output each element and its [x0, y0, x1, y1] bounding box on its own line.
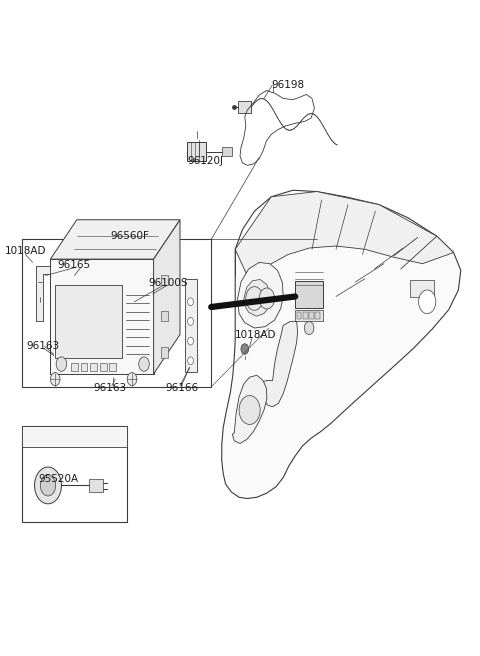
- Bar: [410, 280, 434, 297]
- Bar: [71, 363, 78, 371]
- Bar: [303, 312, 308, 319]
- Text: 96163: 96163: [94, 383, 127, 394]
- Polygon shape: [185, 279, 197, 372]
- Circle shape: [188, 357, 193, 365]
- Circle shape: [304, 321, 314, 335]
- Bar: [297, 312, 301, 319]
- Circle shape: [188, 337, 193, 345]
- Bar: [22, 426, 127, 447]
- Text: 96560F: 96560F: [110, 231, 149, 241]
- Circle shape: [259, 288, 275, 309]
- Bar: [89, 479, 103, 492]
- Circle shape: [239, 396, 260, 424]
- Bar: [22, 426, 127, 522]
- Polygon shape: [235, 192, 454, 281]
- Bar: [315, 312, 320, 319]
- Circle shape: [241, 344, 249, 354]
- Polygon shape: [154, 220, 180, 374]
- Circle shape: [127, 373, 137, 386]
- Text: 96165: 96165: [58, 260, 91, 270]
- Bar: [55, 285, 122, 358]
- Circle shape: [40, 475, 56, 496]
- Text: 96198: 96198: [271, 80, 304, 91]
- Polygon shape: [36, 266, 50, 321]
- Bar: [100, 363, 107, 371]
- Text: 1018AD: 1018AD: [235, 329, 276, 340]
- Bar: [238, 101, 251, 113]
- Bar: [109, 363, 116, 371]
- Bar: [222, 147, 232, 156]
- Circle shape: [188, 298, 193, 306]
- Bar: [90, 363, 97, 371]
- Text: 96120J: 96120J: [187, 155, 223, 166]
- Circle shape: [188, 318, 193, 325]
- Text: 96166: 96166: [166, 383, 199, 394]
- Bar: [22, 239, 211, 387]
- Circle shape: [419, 290, 436, 314]
- Polygon shape: [244, 279, 271, 316]
- Circle shape: [56, 357, 67, 371]
- Text: 96163: 96163: [26, 341, 60, 352]
- Bar: [161, 311, 168, 321]
- Bar: [187, 142, 206, 161]
- Bar: [81, 363, 87, 371]
- Polygon shape: [50, 220, 180, 259]
- Polygon shape: [238, 262, 283, 328]
- Circle shape: [139, 357, 149, 371]
- Circle shape: [50, 373, 60, 386]
- Bar: [161, 347, 168, 358]
- Bar: [161, 275, 168, 285]
- Polygon shape: [232, 375, 267, 443]
- Circle shape: [35, 467, 61, 504]
- Circle shape: [246, 287, 263, 310]
- Bar: [295, 310, 323, 321]
- Polygon shape: [260, 321, 298, 407]
- Text: 96100S: 96100S: [149, 278, 188, 289]
- Text: 1018AD: 1018AD: [5, 245, 46, 256]
- Text: 95520A: 95520A: [38, 474, 79, 484]
- Bar: [309, 312, 314, 319]
- Bar: [295, 281, 323, 308]
- Bar: [50, 259, 154, 374]
- Polygon shape: [222, 190, 461, 499]
